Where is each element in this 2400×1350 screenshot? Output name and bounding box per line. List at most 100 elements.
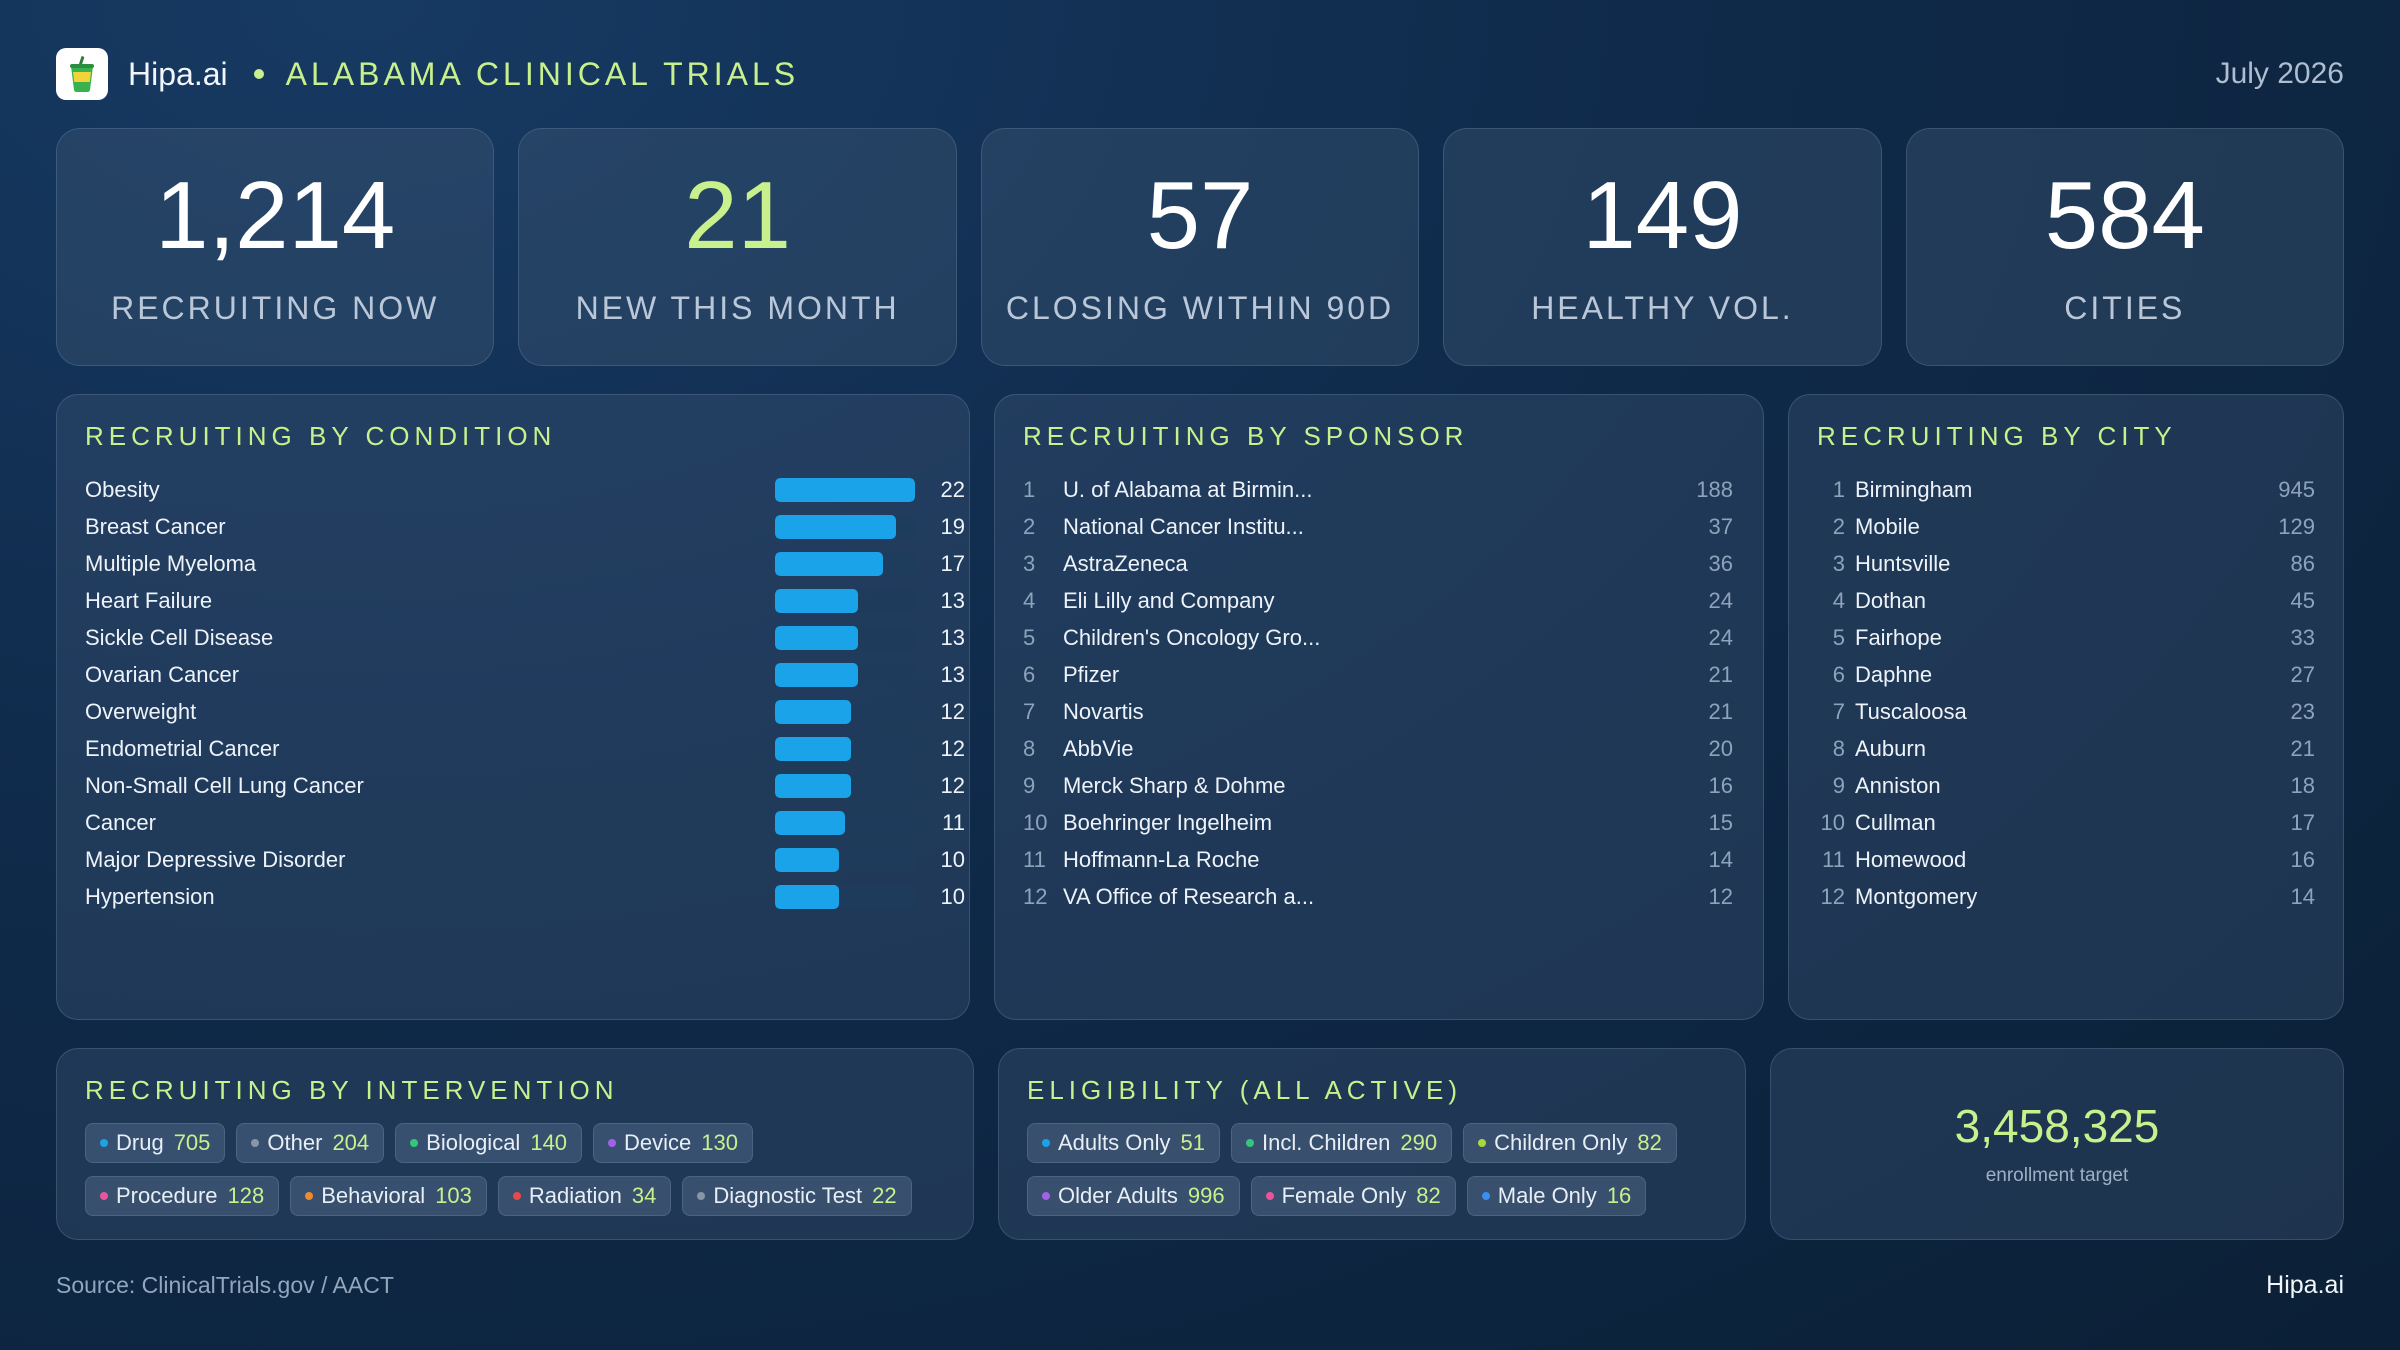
condition-bar-track — [775, 847, 915, 872]
eligibility-panel-title: ELIGIBILITY (ALL ACTIVE) — [1027, 1075, 1463, 1105]
city-panel-title: RECRUITING BY CITY — [1817, 421, 2177, 451]
eligibility-label: Male Only — [1497, 1183, 1597, 1208]
intervention-count: 204 — [332, 1130, 370, 1155]
city-rank: 5 — [1832, 624, 1845, 650]
enrollment-target-value: 3,458,325 — [1954, 1100, 2160, 1152]
sponsor-name: U. of Alabama at Birmin... — [1063, 476, 1313, 502]
condition-name: Sickle Cell Disease — [85, 624, 274, 650]
condition-bar-track — [775, 625, 915, 650]
city-panel: RECRUITING BY CITY 1 Birmingham 945 2 Mobile… — [1788, 394, 2344, 1020]
sponsor-row: 7 Novartis 21 — [1023, 693, 1733, 730]
condition-count: 12 — [940, 698, 965, 724]
intervention-label: Drug — [116, 1130, 164, 1155]
eligibility-dot — [1042, 1139, 1050, 1147]
condition-row: Obesity 22 — [85, 471, 965, 508]
sponsor-list: 1 U. of Alabama at Birmin... 188 2 National … — [1023, 471, 1733, 915]
condition-bar-track — [775, 810, 915, 835]
condition-row: Sickle Cell Disease 13 — [85, 619, 965, 656]
condition-name: Overweight — [85, 698, 197, 724]
page-title: ALABAMA CLINICAL TRIALS — [285, 55, 800, 92]
stat-value: 57 — [1146, 161, 1254, 269]
sponsor-count: 16 — [1708, 772, 1733, 798]
intervention-chip: Behavioral 103 — [290, 1176, 487, 1216]
intervention-label: Behavioral — [321, 1183, 426, 1208]
condition-count: 22 — [940, 476, 965, 502]
city-rank: 11 — [1822, 846, 1845, 872]
sponsor-row: 5 Children's Oncology Gro... 24 — [1023, 619, 1733, 656]
sponsor-rank: 8 — [1023, 735, 1036, 761]
condition-row: Major Depressive Disorder 10 — [85, 841, 965, 878]
sponsor-row: 9 Merck Sharp & Dohme 16 — [1023, 767, 1733, 804]
sponsor-count: 37 — [1708, 513, 1733, 539]
city-rank: 9 — [1832, 772, 1845, 798]
report-date: July 2026 — [2215, 57, 2344, 90]
sponsor-count: 24 — [1708, 587, 1733, 613]
city-rank: 6 — [1832, 661, 1845, 687]
intervention-dot — [251, 1139, 260, 1147]
city-name: Dothan — [1855, 587, 1926, 613]
city-count: 45 — [2290, 587, 2315, 613]
stat-cards: 1,214 RECRUITING NOW 21 NEW THIS MONTH 57 CLO… — [56, 128, 2345, 366]
condition-count: 12 — [940, 735, 965, 761]
enrollment-panel: 3,458,325 enrollment target — [1770, 1048, 2344, 1240]
eligibility-dot — [1478, 1139, 1487, 1147]
intervention-label: Device — [624, 1130, 692, 1155]
sponsor-name: Pfizer — [1063, 661, 1120, 687]
condition-bar-track — [775, 551, 915, 576]
city-name: Birmingham — [1855, 476, 1973, 502]
city-row: 11 Homewood 16 — [1817, 841, 2315, 878]
sponsor-rank: 7 — [1023, 698, 1036, 724]
condition-count: 13 — [940, 587, 965, 613]
city-name: Homewood — [1855, 846, 1967, 872]
city-count: 33 — [2290, 624, 2315, 650]
eligibility-dot — [1481, 1192, 1490, 1200]
city-count: 16 — [2290, 846, 2315, 872]
condition-name: Breast Cancer — [85, 513, 226, 539]
sponsor-row: 12 VA Office of Research a... 12 — [1023, 878, 1733, 915]
stat-label: CLOSING WITHIN 90D — [1005, 289, 1395, 326]
city-name: Huntsville — [1855, 550, 1951, 576]
drink-cup-icon — [56, 48, 108, 100]
stat-card: 149 HEALTHY VOL. — [1443, 128, 1882, 366]
sponsor-name: Novartis — [1063, 698, 1144, 724]
brand-name: Hipa.ai — [128, 55, 228, 92]
condition-row: Endometrial Cancer 12 — [85, 730, 965, 767]
condition-bar — [775, 847, 839, 872]
intervention-label: Procedure — [116, 1183, 218, 1208]
eligibility-label: Older Adults — [1058, 1183, 1178, 1208]
sponsor-name: AbbVie — [1063, 735, 1134, 761]
condition-name: Obesity — [85, 476, 160, 502]
condition-bar — [775, 514, 896, 539]
condition-count: 11 — [942, 809, 965, 835]
eligibility-label: Female Only — [1281, 1183, 1407, 1208]
sponsor-rank: 3 — [1023, 550, 1036, 576]
intervention-count: 34 — [631, 1183, 657, 1208]
intervention-count: 140 — [530, 1130, 568, 1155]
sponsor-rank: 12 — [1023, 883, 1048, 909]
sponsor-rank: 9 — [1023, 772, 1036, 798]
city-row: 8 Auburn 21 — [1817, 730, 2315, 767]
sponsor-row: 8 AbbVie 20 — [1023, 730, 1733, 767]
sponsor-rank: 6 — [1023, 661, 1036, 687]
condition-bar — [775, 884, 839, 909]
city-rank: 8 — [1832, 735, 1845, 761]
intervention-dot — [512, 1192, 521, 1200]
footer-brand: Hipa.ai — [2266, 1271, 2344, 1299]
sponsor-name: Boehringer Ingelheim — [1063, 809, 1273, 835]
city-count: 945 — [2278, 476, 2315, 502]
condition-row: Cancer 11 — [85, 804, 965, 841]
condition-row: Multiple Myeloma 17 — [85, 545, 965, 582]
city-row: 1 Birmingham 945 — [1817, 471, 2315, 508]
sponsor-name: AstraZeneca — [1063, 550, 1188, 576]
stat-value: 149 — [1582, 161, 1743, 269]
condition-name: Ovarian Cancer — [85, 661, 240, 687]
eligibility-count: 51 — [1180, 1130, 1205, 1155]
condition-count: 17 — [940, 550, 965, 576]
intervention-chip: Diagnostic Test 22 — [682, 1176, 912, 1216]
intervention-dot — [608, 1139, 617, 1147]
condition-count: 13 — [940, 661, 965, 687]
eligibility-chip: Older Adults 996 — [1027, 1176, 1240, 1216]
sponsor-rank: 5 — [1023, 624, 1036, 650]
eligibility-label: Adults Only — [1058, 1130, 1171, 1155]
title-separator-dot — [253, 69, 264, 79]
